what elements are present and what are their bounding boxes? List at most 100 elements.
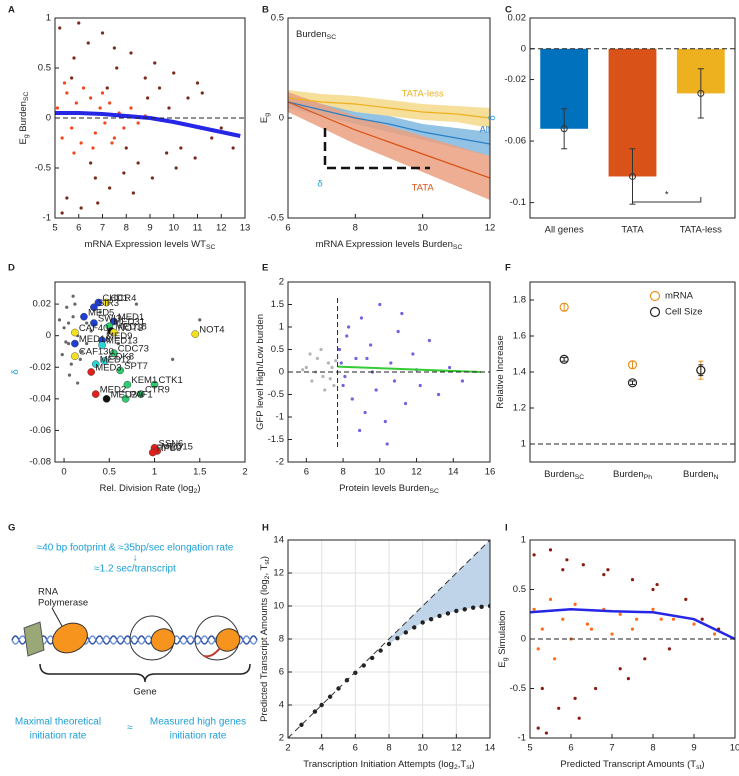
y-tick-label: 0 xyxy=(46,113,51,124)
x-tick-label: 5 xyxy=(527,743,532,754)
point xyxy=(436,392,441,397)
panel-letter: G xyxy=(8,523,15,534)
y-tick-label: -0.08 xyxy=(29,457,51,468)
point-label: CAF40 xyxy=(79,323,109,334)
x-axis-label-part: SC xyxy=(453,244,463,251)
point xyxy=(365,356,369,361)
y-tick-label: 0.5 xyxy=(271,344,284,355)
x-tick-label: 14 xyxy=(448,467,459,478)
point-label: CTR9 xyxy=(145,385,170,396)
y-tick-label: -1 xyxy=(276,412,284,423)
trend-line xyxy=(337,365,481,373)
point xyxy=(635,617,639,621)
point xyxy=(712,632,717,636)
point xyxy=(71,294,75,298)
shaded-area xyxy=(389,540,490,644)
trend-line xyxy=(530,608,735,641)
axes-frame xyxy=(287,539,491,739)
y-axis-label-part: Predicted Transcript Amounts (log xyxy=(259,579,270,722)
point xyxy=(72,56,76,60)
point xyxy=(392,379,397,383)
point xyxy=(57,318,62,322)
point xyxy=(610,632,614,636)
x-axis-label-part: Rel. Division Rate (log xyxy=(100,483,194,494)
point xyxy=(460,379,465,383)
series-line xyxy=(288,97,490,119)
point xyxy=(136,121,140,125)
x-tick-label: 8 xyxy=(650,743,655,754)
point xyxy=(400,311,404,316)
point xyxy=(165,151,169,155)
point xyxy=(122,126,126,130)
y-tick-label: -0.04 xyxy=(29,393,51,404)
point xyxy=(70,126,74,130)
x-axis-label-part: ) xyxy=(701,759,704,770)
point xyxy=(153,61,157,65)
series-line xyxy=(288,101,490,145)
significance-bracket xyxy=(632,197,702,203)
point xyxy=(79,206,83,210)
panel-letter: D xyxy=(8,263,15,274)
point xyxy=(561,568,565,572)
promoter-box xyxy=(23,621,45,657)
polymerase xyxy=(215,628,241,652)
point xyxy=(418,383,422,388)
point xyxy=(67,373,72,377)
x-tick-label: 14 xyxy=(485,743,496,754)
rate-text: ≈1.2 sec/transcript xyxy=(94,564,176,575)
point xyxy=(100,91,105,95)
y-tick-label: 8 xyxy=(279,634,284,645)
y-tick-label: -2 xyxy=(276,457,284,468)
x-tick-label: BurdenPh xyxy=(613,469,652,481)
series-label: TATA xyxy=(412,183,435,194)
x-tick-label: 2 xyxy=(285,743,290,754)
x-axis-label-part: ) xyxy=(472,759,475,770)
gene-brace xyxy=(39,663,251,683)
y-tick-label: 12 xyxy=(273,568,284,579)
point xyxy=(369,343,373,347)
point-label: MED2 xyxy=(100,385,126,396)
point xyxy=(347,325,351,329)
y-axis-label-part: E xyxy=(497,661,508,667)
point xyxy=(60,353,64,357)
point xyxy=(76,381,80,385)
y-tick-label: 0 xyxy=(46,330,51,341)
y-tick-label: 2 xyxy=(279,277,284,288)
point xyxy=(602,573,606,577)
panel-letter: C xyxy=(505,5,512,16)
point xyxy=(337,347,342,352)
x-tick-label-part: SC xyxy=(575,474,585,481)
point-label: CTK1 xyxy=(159,375,183,386)
point xyxy=(98,341,106,349)
y-axis-label: Predicted Transcript Amounts (log2, Tst) xyxy=(259,556,271,722)
point-label: MED31 xyxy=(113,317,145,328)
point xyxy=(77,21,81,25)
x-tick-label: 13 xyxy=(240,223,251,234)
polymerase xyxy=(150,628,176,652)
plot-area xyxy=(57,294,202,457)
point xyxy=(301,368,305,372)
point xyxy=(186,96,190,100)
point xyxy=(66,321,71,325)
point-label: SWI3 xyxy=(98,314,121,325)
point xyxy=(195,81,200,85)
series-label: All xyxy=(479,125,490,136)
point xyxy=(91,146,95,150)
point xyxy=(427,338,431,343)
point xyxy=(606,568,610,572)
point xyxy=(89,161,93,165)
trend-line xyxy=(55,111,241,138)
point xyxy=(548,597,553,602)
point-label: RPB9 xyxy=(157,443,182,454)
point xyxy=(86,41,90,45)
y-axis-label: Eg xyxy=(259,113,271,123)
point xyxy=(219,126,223,130)
point xyxy=(565,558,569,562)
point xyxy=(210,136,214,140)
point-label: CDC73 xyxy=(118,344,149,355)
plot-area xyxy=(288,540,490,738)
y-tick-label: 0.5 xyxy=(271,13,284,24)
point xyxy=(358,428,362,433)
x-tick-label: 1 xyxy=(152,467,157,478)
